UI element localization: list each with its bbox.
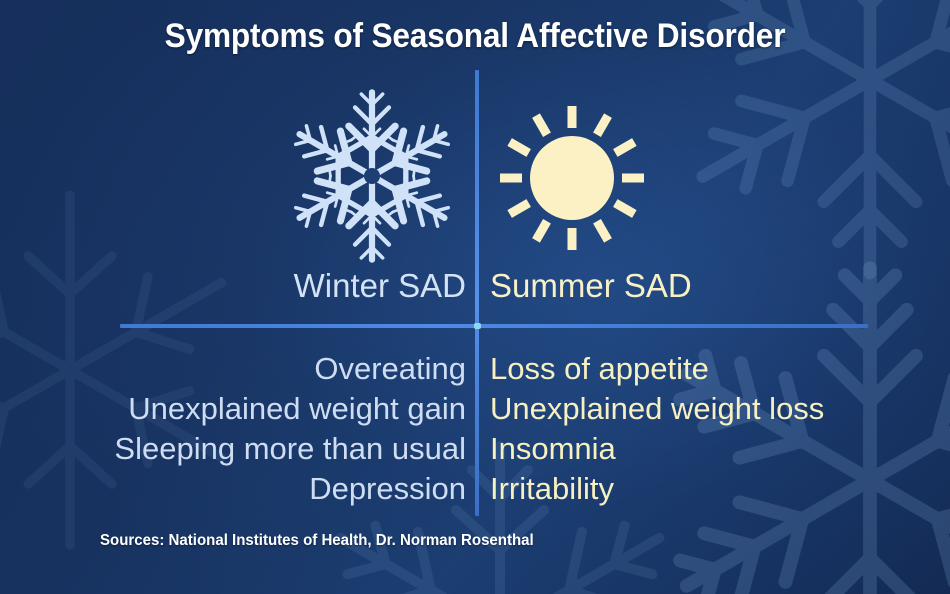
sun-icon [492,98,652,258]
vertical-divider [475,70,479,516]
page-title: Symptoms of Seasonal Affective Disorder [164,17,786,55]
list-item: Unexplained weight loss [490,391,825,426]
list-item: Depression [309,471,466,506]
column-heading-winter: Winter SAD [293,267,466,304]
symptom-list-winter: Overeating Unexplained weight gain Sleep… [0,349,466,509]
list-item: Overeating [314,351,466,386]
column-heading-summer: Summer SAD [490,267,692,304]
snowflake-icon [283,87,461,265]
list-item: Loss of appetite [490,351,709,386]
symptom-list-summer: Loss of appetite Unexplained weight loss… [490,349,940,509]
list-item: Unexplained weight gain [128,391,466,426]
horizontal-divider [120,324,868,328]
list-item: Irritability [490,471,615,506]
divider-intersection-marker [474,323,481,329]
sources-caption: Sources: National Institutes of Health, … [100,532,534,549]
list-item: Sleeping more than usual [114,431,466,466]
list-item: Insomnia [490,431,616,466]
